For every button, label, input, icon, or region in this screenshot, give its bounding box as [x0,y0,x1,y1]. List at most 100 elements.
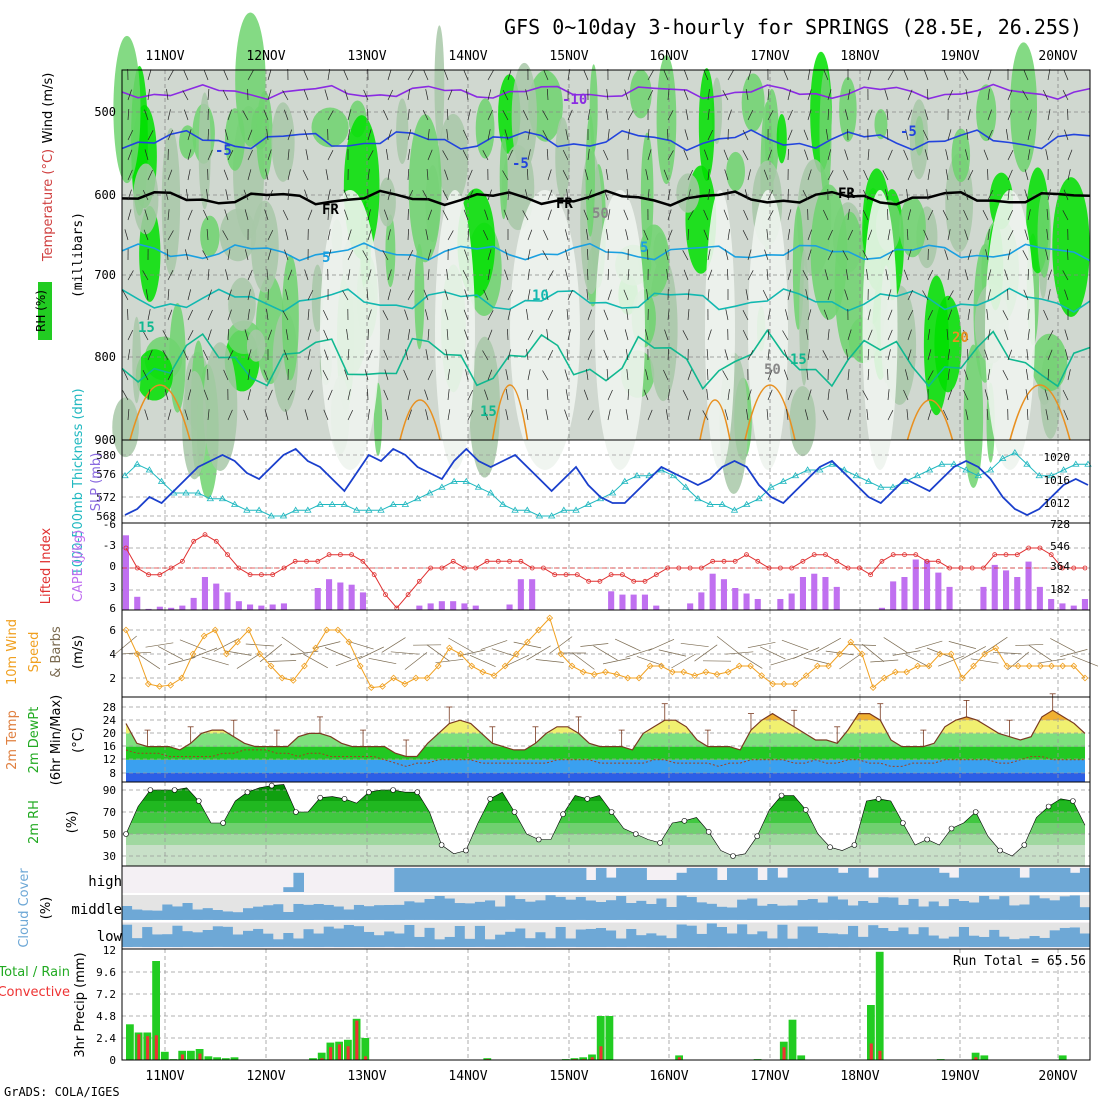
wind-barb [387,129,392,141]
wind-barb [322,370,329,381]
sfc-ytick-right: 1020 [1044,451,1071,464]
cape-bar [450,601,457,610]
precip-frame [121,948,1091,1061]
cloud-high-cell [485,868,496,892]
wind-barb [203,69,209,81]
wind-barb [665,249,669,261]
wind-barb [387,69,392,81]
plus20-contour [1009,384,1071,441]
wind-barb [915,640,943,650]
cape-bar [529,579,536,610]
wind-barb [207,329,212,341]
rh-patch [499,135,508,220]
cloud-low-cell [535,932,546,948]
cloud-low-cell [979,936,990,948]
wind-barb [707,89,710,101]
cloud-low-gap [969,923,980,936]
wind-barb [967,169,974,181]
wind-marker [635,674,643,682]
wind-marker [345,638,353,646]
precip-total-bar [361,1038,370,1060]
wind-barb [807,349,810,361]
wind-barb [407,129,412,141]
wind-barb [304,129,309,141]
wind-barb [587,268,589,281]
cape-bar [461,603,468,610]
wind-barb [827,389,830,401]
wind-barb [1007,189,1010,201]
wind-barb [822,350,829,361]
cloud-middle-gap [817,895,829,903]
cloud-low-gap [908,923,920,935]
wind-barb [727,268,729,281]
rh-patch [169,303,186,413]
wind-barb [324,89,329,101]
wind-barb [427,269,430,281]
cloud-middle-cell [787,905,799,921]
wind-barb [766,408,769,421]
credit-text: GrADS: COLA/IGES [4,1085,120,1099]
cloud-low-cell [1049,930,1061,948]
cloud-high-cell [454,868,466,892]
wind-barb [327,229,331,241]
wind-marker [958,674,966,682]
wind-barb [664,329,669,341]
wind-barb [464,349,469,361]
wind-marker [590,671,598,678]
wind-barb [947,349,951,361]
wind-barb [443,69,449,81]
wind-barb [527,229,533,241]
wind-barb [484,389,489,401]
dry-column [705,190,735,470]
plus20-contour [129,384,191,441]
cloud-low-gap [293,923,304,939]
wind-marker [1025,662,1033,670]
cloud-high-cell [737,868,748,892]
wind-barb [992,651,1021,655]
li-marker [721,558,727,564]
temp-ytick: 24 [103,714,117,727]
wind-barb [464,289,469,301]
thickness-marker [864,477,873,484]
cloud-middle-cell [727,907,738,920]
cloud-low-gap [525,923,536,939]
cloud-middle-gap [384,895,395,905]
cloud-high-cell [1069,872,1081,892]
wind-barb [267,189,273,201]
cloud-middle-cell [313,903,325,920]
wind-marker [780,680,788,688]
thickness-marker [1072,460,1080,467]
wind-barb [987,129,993,141]
cloud-low-cell [162,934,173,948]
precip-total-bar [213,1057,221,1061]
wind-barb [487,269,491,281]
wind-marker [133,650,141,658]
rh-marker [220,820,226,826]
cape-bar [337,582,344,610]
cloud-high-cell [958,868,970,892]
cloud-middle-cell [172,906,183,921]
pressure-axis-label: (millibars) [71,212,86,298]
wind-barb [285,409,289,421]
wind-barb [766,268,769,281]
dry-column [595,190,645,470]
thickness-marker [560,506,568,513]
cape-bar [190,597,197,610]
temp-ytick: 20 [103,727,116,740]
wind-barb [707,289,710,301]
wind-barb [147,130,154,141]
cloud-high-cell [979,868,990,892]
wind-barb [907,209,912,221]
sfc-ytick-left: 568 [96,510,116,523]
precip-ytick: 2.4 [96,1032,116,1045]
wind-barb [525,409,529,421]
contour-labels: -10-5-5-5FR FRFR5510151515205050500600700… [94,92,969,447]
precip-conv-bar [878,1050,882,1060]
precip-axis-label: 3hr Precip (mm) [73,952,88,1057]
li-marker [574,572,580,578]
thickness-marker [938,460,946,467]
cloud-low-cell [454,925,466,948]
cloud-middle-gap [313,895,325,904]
cloud-middle-cell [969,902,980,920]
wind-barb [862,390,869,401]
